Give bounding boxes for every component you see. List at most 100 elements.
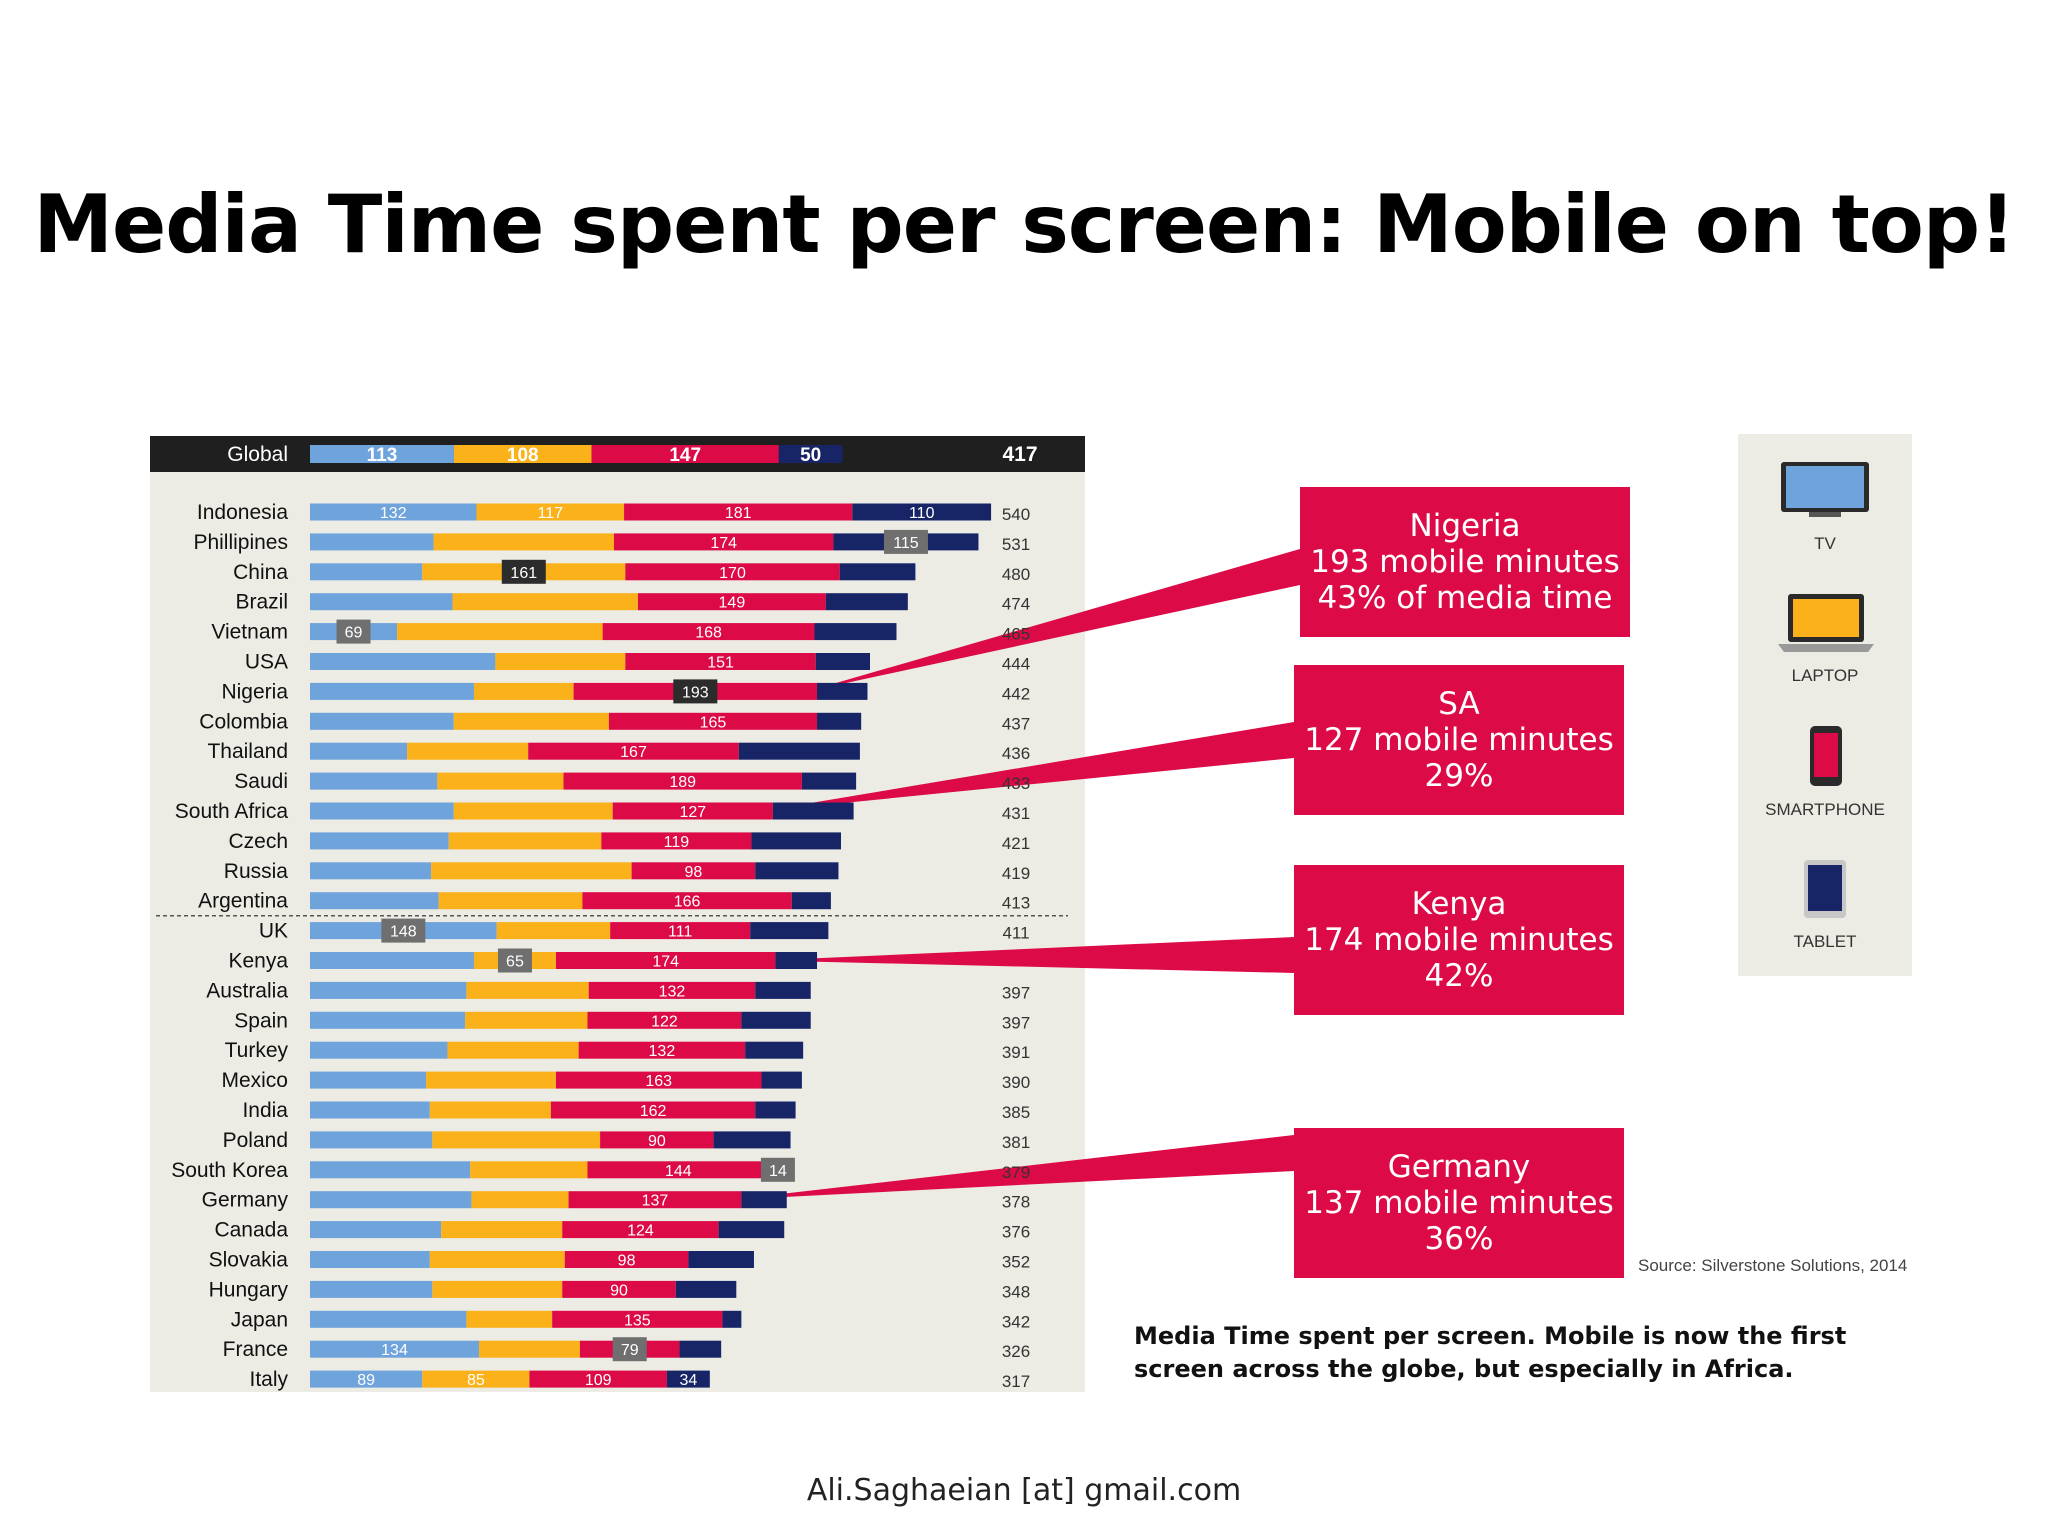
row-total: 411 [1002,924,1029,943]
segment-value-label: 119 [664,834,690,851]
row-total: 474 [1002,595,1030,614]
bar-segment [310,981,467,999]
bar-segment [610,922,751,940]
bar-segment [466,1310,553,1328]
segment-value-label: 148 [390,924,417,941]
global-segment-label: 50 [800,445,821,466]
country-label: South Korea [171,1159,288,1182]
callout-connectors [731,549,1300,1200]
callout-line: SA [1438,686,1480,722]
row-total: 421 [1002,834,1030,853]
segment-value-label: 65 [506,954,524,971]
country-label: Kenya [228,950,288,973]
segment-value-label: 151 [707,655,734,672]
row-total: 431 [1002,804,1030,823]
bar-segment [310,1161,471,1179]
country-label: France [223,1338,288,1361]
bar-segment [608,712,818,730]
bar-segment [555,1071,762,1089]
country-label: UK [259,920,288,943]
segment-value-label: 135 [624,1312,651,1329]
bar-segment [750,922,829,940]
callout-line: 174 mobile minutes [1304,922,1614,958]
bar-segment [602,623,815,641]
bar-segment [817,712,862,730]
segment-value-label: 161 [510,565,537,582]
bar-segment [738,742,860,760]
segment-value-label: 168 [695,625,722,642]
legend-label-tablet: TABLET [1793,932,1857,951]
callout-line: Kenya [1411,886,1507,922]
bar-segment [600,1131,714,1149]
bar-segment [814,623,897,641]
bar-segment [852,503,992,521]
bar-segment [310,1221,442,1239]
bar-segment [564,1251,689,1268]
segment-value-label: 127 [679,804,706,821]
boxed-value-marker [497,948,532,973]
segment-value-label: 14 [769,1163,787,1180]
global-bar-segment [591,445,779,463]
country-label: Poland [223,1129,288,1152]
slide-title: Media Time spent per screen: Mobile on t… [33,178,2015,271]
row-total: 442 [1002,684,1030,703]
callout-kenya: Kenya 174 mobile minutes 42% [1294,865,1624,1015]
country-label: Saudi [234,770,288,793]
bar-segment [431,862,632,880]
country-label: India [242,1099,288,1122]
row-total: 378 [1002,1193,1030,1212]
row-total: 326 [1002,1342,1030,1361]
row-total: 397 [1002,1013,1030,1032]
bar-segment [453,712,609,730]
row-total: 342 [1002,1312,1030,1331]
laptop-icon [1778,594,1874,652]
bar-segment [397,623,603,641]
bar-segment [839,563,916,581]
bar-segment [713,1131,791,1149]
callout-sa: SA 127 mobile minutes 29% [1294,665,1624,815]
bar-segment [688,1251,754,1268]
bar-segment [552,1310,723,1328]
global-segment-label: 108 [507,445,539,466]
segment-value-label: 69 [345,625,363,642]
bar-segment [310,1280,433,1298]
legend-label-laptop: LAPTOP [1791,666,1859,685]
segment-value-label: 134 [381,1342,408,1359]
country-label: USA [245,651,288,674]
country-label: Argentina [198,890,288,913]
bar-segment [310,682,474,700]
callout-line: 29% [1424,758,1494,794]
row-total: 444 [1002,655,1030,674]
bar-segment [631,862,756,880]
row-total: 348 [1002,1282,1030,1301]
row-total: 436 [1002,744,1030,763]
segment-value-label: 89 [357,1372,375,1389]
bar-segment [791,892,831,910]
segment-value-label: 144 [665,1163,692,1180]
country-label: Czech [228,830,288,853]
bar-segment [761,1071,802,1089]
bar-segment [496,922,611,940]
row-total: 540 [1002,505,1030,524]
bar-segment [310,533,434,551]
row-total: 531 [1002,535,1030,554]
segment-value-label: 132 [659,983,686,1000]
bar-segment [718,1221,785,1239]
segment-value-label: 110 [909,505,935,522]
bar-segment [741,1191,787,1209]
bar-segment [432,1131,601,1149]
bar-segment [310,653,496,670]
row-total: 379 [1002,1163,1030,1182]
country-label: Nigeria [221,680,288,703]
row-total: 465 [1002,625,1030,644]
global-total: 417 [1002,443,1037,466]
smartphone-icon [1810,726,1842,786]
bar-segment [310,832,449,850]
country-label: Thailand [207,740,288,763]
bar-segment [310,1340,480,1358]
bar-segment [310,712,454,730]
bar-segment [775,952,818,969]
segment-value-label: 124 [627,1223,654,1240]
global-bar-segment [778,445,843,463]
row-total: 376 [1002,1223,1030,1242]
